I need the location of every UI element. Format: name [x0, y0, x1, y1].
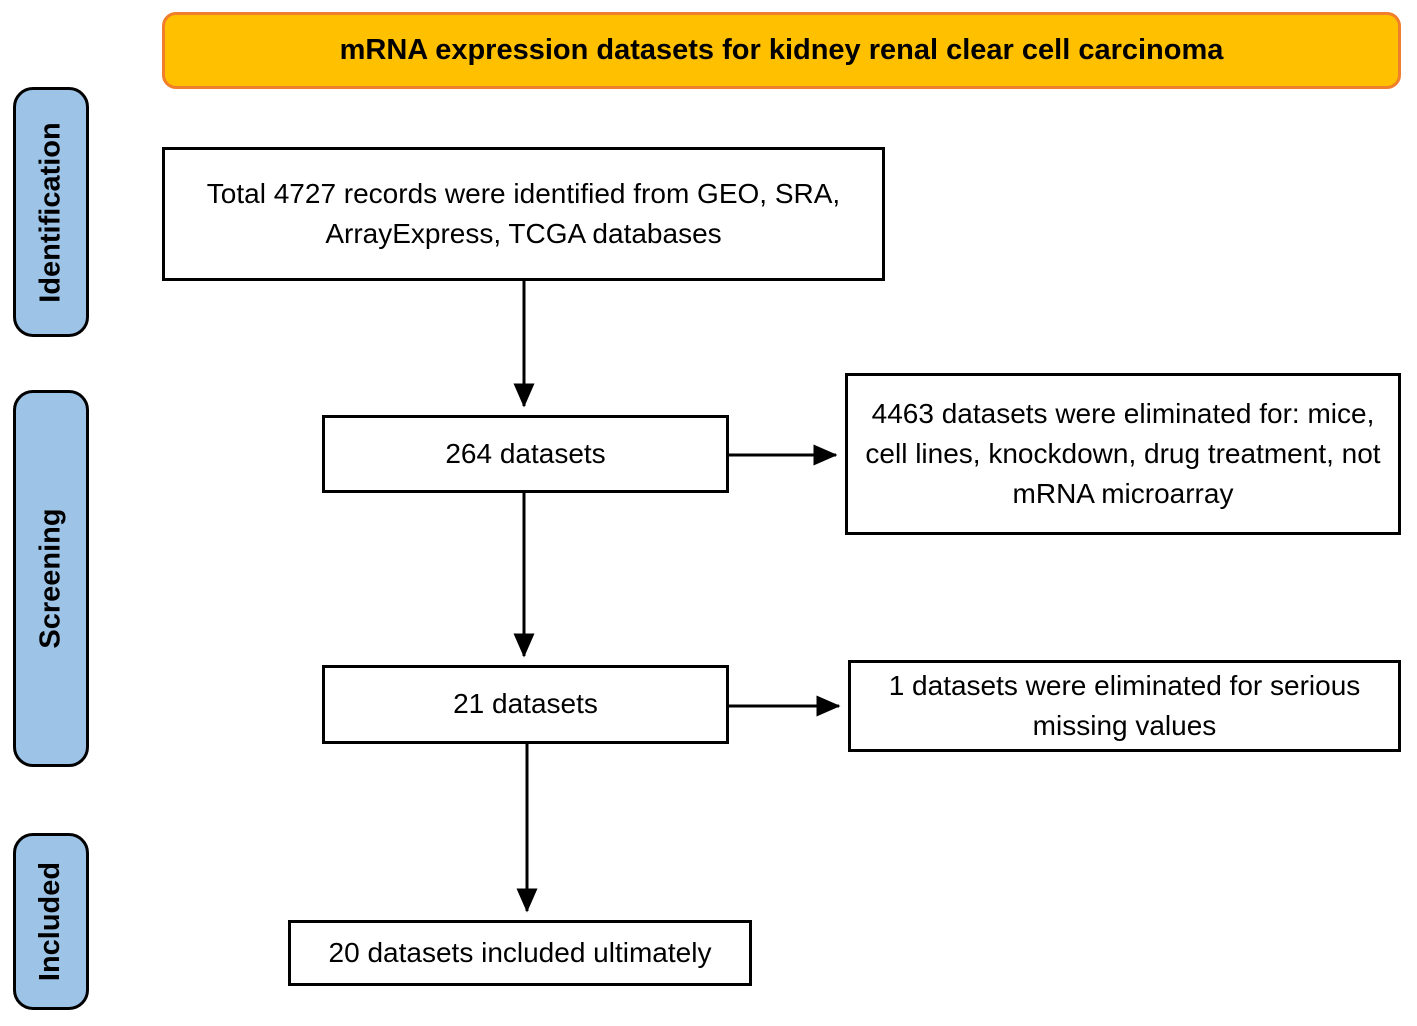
box-264-datasets: 264 datasets	[322, 415, 729, 493]
box-eliminated-missing-values-text: 1 datasets were eliminated for serious m…	[888, 669, 1361, 741]
box-included-ultimately: 20 datasets included ultimately	[288, 920, 752, 986]
box-eliminated-missing-values: 1 datasets were eliminated for serious m…	[848, 660, 1401, 752]
stage-label-screening-text: Screening	[34, 508, 67, 649]
box-included-ultimately-text: 20 datasets included ultimately	[328, 936, 712, 968]
diagram-title: mRNA expression datasets for kidney rena…	[339, 34, 1224, 66]
stage-label-included-text: Included	[34, 861, 67, 982]
box-records-identified: Total 4727 records were identified from …	[162, 147, 885, 281]
diagram-title-banner: mRNA expression datasets for kidney rena…	[162, 12, 1401, 89]
box-eliminated-screening-text: 4463 datasets were eliminated for: mice,…	[865, 397, 1381, 510]
box-264-datasets-text: 264 datasets	[445, 437, 606, 469]
stage-label-identification: Identification	[13, 87, 89, 337]
box-records-identified-text: Total 4727 records were identified from …	[206, 177, 841, 249]
stage-label-identification-text: Identification	[34, 121, 67, 303]
stage-label-included: Included	[13, 833, 89, 1010]
stage-label-screening: Screening	[13, 390, 89, 767]
box-21-datasets: 21 datasets	[322, 665, 729, 744]
box-eliminated-screening: 4463 datasets were eliminated for: mice,…	[845, 373, 1401, 535]
box-21-datasets-text: 21 datasets	[453, 688, 598, 720]
